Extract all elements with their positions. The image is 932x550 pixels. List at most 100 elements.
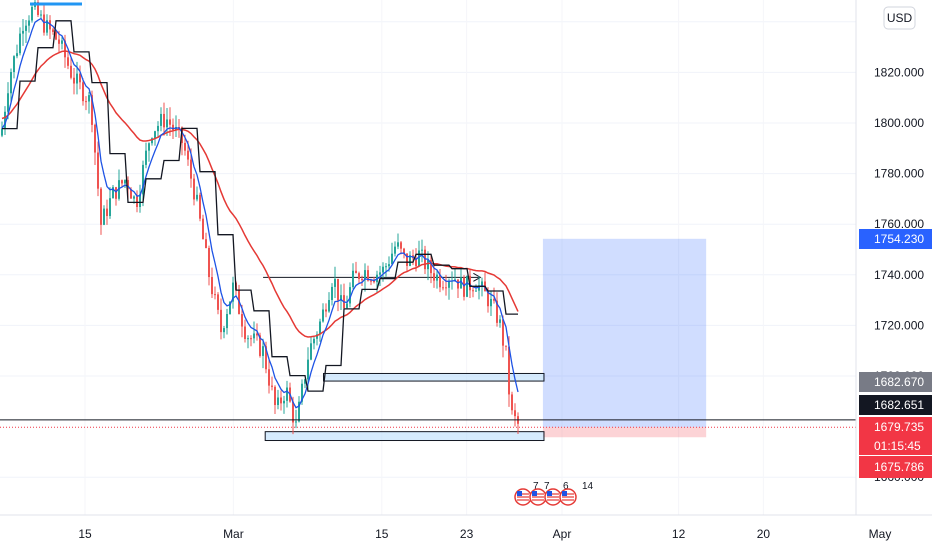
candle-body xyxy=(211,277,213,295)
candle-body xyxy=(199,194,201,219)
time-tick-label: 15 xyxy=(375,527,389,541)
candle-body xyxy=(259,335,261,356)
candle-body xyxy=(262,346,264,356)
candle-body xyxy=(205,239,207,248)
candle-body xyxy=(502,319,504,346)
candle-body xyxy=(73,77,75,84)
time-tick-label: Apr xyxy=(553,527,572,541)
candle-body xyxy=(241,314,243,327)
candle-body xyxy=(31,6,33,21)
candle-body xyxy=(193,178,195,200)
flag-canton xyxy=(562,491,567,496)
candle-body xyxy=(55,31,57,40)
candle-body xyxy=(250,338,252,340)
position-loss-zone[interactable] xyxy=(542,427,707,438)
candle-body xyxy=(313,338,315,344)
price-tick-label: 1780.000 xyxy=(874,167,924,181)
candle-body xyxy=(475,290,477,292)
candle-body xyxy=(13,56,15,73)
price-tick-label: 1820.000 xyxy=(874,65,924,79)
candle-body xyxy=(280,397,282,404)
candle-body xyxy=(286,387,288,401)
long-position-tool[interactable] xyxy=(542,238,707,438)
candle-body xyxy=(100,188,102,225)
price-tag-countdown-label: 01:15:45 xyxy=(874,439,921,453)
candle-body xyxy=(76,73,78,84)
candle-body xyxy=(505,345,507,347)
candle-body xyxy=(325,309,327,312)
candle-body xyxy=(88,95,90,102)
candle-body xyxy=(151,138,153,144)
time-tick-label: Mar xyxy=(223,527,244,541)
candle-body xyxy=(382,266,384,273)
candle-body xyxy=(349,287,351,304)
candle-body xyxy=(64,40,66,58)
candle-body xyxy=(229,301,231,315)
candle-body xyxy=(385,266,387,268)
candle-body xyxy=(388,264,390,267)
indicator-lines xyxy=(1,2,519,409)
candle-body xyxy=(487,291,489,307)
support-zone-0[interactable] xyxy=(323,372,545,382)
position-profit-zone[interactable] xyxy=(542,238,707,428)
candle-body xyxy=(91,95,93,125)
candle-body xyxy=(370,280,372,282)
candle-body xyxy=(223,328,225,333)
candle-body xyxy=(169,119,171,125)
candle-body xyxy=(346,303,348,309)
candle-body xyxy=(430,260,432,274)
event-count-label: 7 xyxy=(533,481,539,492)
economic-events[interactable]: 7 7 6 14 xyxy=(514,481,594,506)
candle-body xyxy=(121,180,123,184)
candle-body xyxy=(418,250,420,267)
currency-button[interactable]: USD xyxy=(883,6,916,30)
candle-body xyxy=(40,14,42,16)
candle-body xyxy=(187,150,189,160)
candle-body xyxy=(118,180,120,199)
candle-body xyxy=(355,270,357,274)
candle-body xyxy=(94,124,96,153)
candle-body xyxy=(391,253,393,265)
candle-body xyxy=(112,187,114,199)
candle-body xyxy=(298,401,300,422)
candle-body xyxy=(136,196,138,207)
candle-body xyxy=(397,242,399,247)
support-zones[interactable] xyxy=(264,372,545,442)
flag-canton xyxy=(532,491,537,496)
candle-body xyxy=(115,187,117,199)
candle-body xyxy=(301,383,303,402)
candle-body xyxy=(28,20,30,26)
candle-body xyxy=(190,159,192,179)
candle-body xyxy=(52,29,54,32)
candle-body xyxy=(367,270,369,281)
support-zone-1[interactable] xyxy=(264,431,545,442)
candle-body xyxy=(163,113,165,128)
candle-body xyxy=(58,39,60,44)
candle-body xyxy=(16,53,18,57)
price-tag-current_line-label: 1682.651 xyxy=(874,398,924,412)
candle-body xyxy=(70,65,72,78)
candle-body xyxy=(133,196,135,199)
candle-body xyxy=(436,274,438,281)
candle-body xyxy=(415,258,417,267)
candle-body xyxy=(481,281,483,286)
candle-body xyxy=(334,278,336,287)
candle-body xyxy=(295,421,297,423)
candle-body xyxy=(307,359,309,380)
horizontal-ray[interactable] xyxy=(263,272,482,282)
candle-body xyxy=(157,125,159,132)
candle-body xyxy=(232,282,234,302)
candle-body xyxy=(7,93,9,112)
event-count-label: 6 xyxy=(563,481,569,492)
candle-body xyxy=(226,314,228,329)
candle-body xyxy=(358,273,360,279)
candle-body xyxy=(220,309,222,333)
candle-body xyxy=(514,410,516,417)
candle-body xyxy=(109,198,111,217)
candle-body xyxy=(466,275,468,297)
candle-body xyxy=(310,343,312,360)
candles xyxy=(1,0,519,435)
candle-body xyxy=(61,40,63,44)
candle-body xyxy=(373,280,375,283)
